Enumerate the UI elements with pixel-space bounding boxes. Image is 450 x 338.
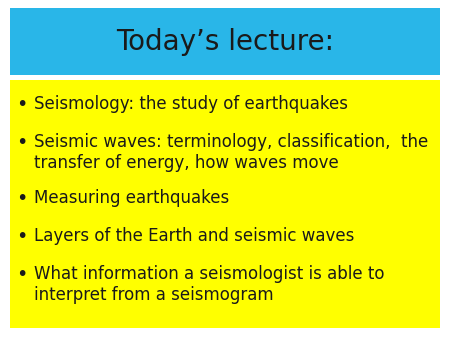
Text: Seismic waves: terminology, classification,  the
transfer of energy, how waves m: Seismic waves: terminology, classificati… [34,133,428,172]
Text: •: • [16,189,28,208]
Text: Measuring earthquakes: Measuring earthquakes [34,189,229,207]
Text: •: • [16,265,28,284]
Text: •: • [16,95,28,114]
Text: •: • [16,227,28,246]
Text: Today’s lecture:: Today’s lecture: [116,27,334,55]
Text: Layers of the Earth and seismic waves: Layers of the Earth and seismic waves [34,227,355,245]
Text: •: • [16,133,28,152]
Text: Seismology: the study of earthquakes: Seismology: the study of earthquakes [34,95,348,113]
Bar [10,80,440,328]
Text: What information a seismologist is able to
interpret from a seismogram: What information a seismologist is able … [34,265,384,305]
Bar [10,8,440,75]
